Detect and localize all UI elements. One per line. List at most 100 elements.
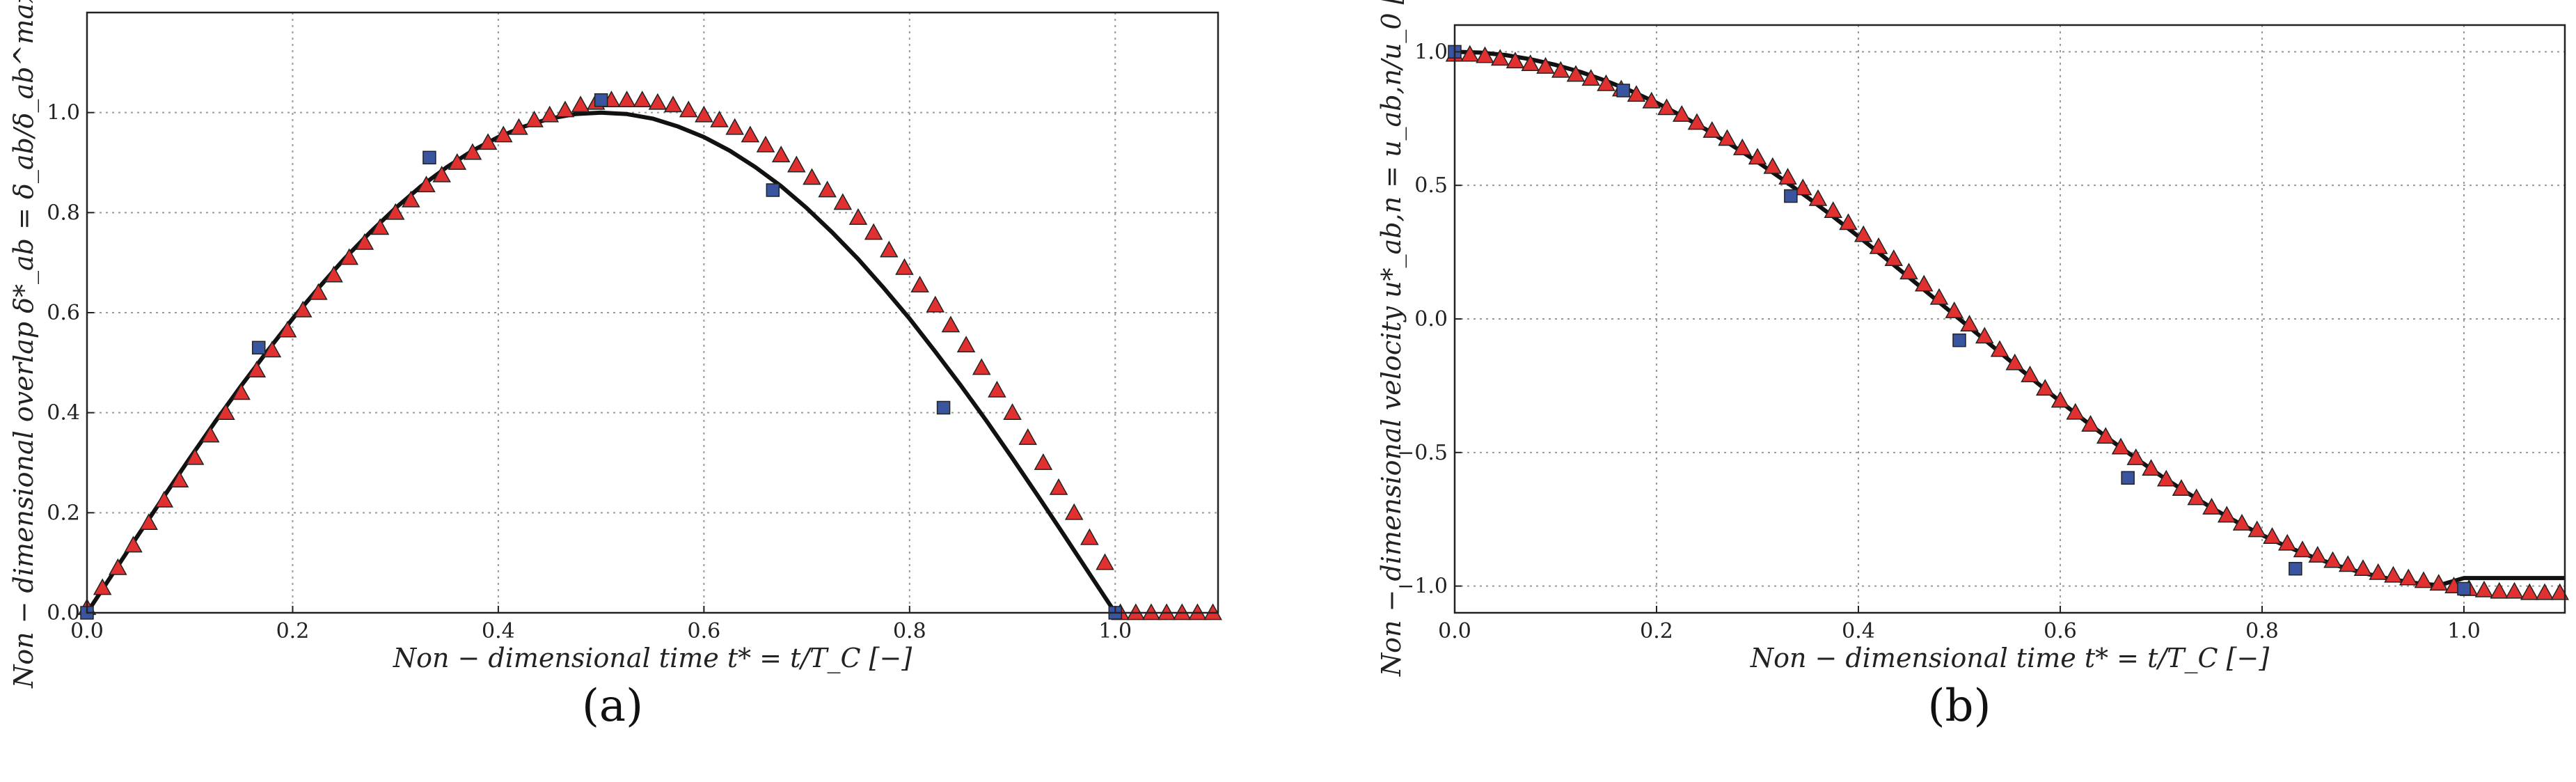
panel-b-series-line (1454, 49, 2565, 588)
panel-b-triangle-point-19 (1732, 138, 1752, 155)
panel-a-square-point-4 (766, 183, 780, 197)
panel-a-triangle-point-40 (695, 105, 713, 123)
panel-a-triangle-point-31 (555, 100, 575, 118)
panel-b-triangle-point-43 (2096, 427, 2115, 444)
panel-a-triangle-point-41 (710, 110, 729, 127)
panel-a-triangle-point-14 (293, 300, 313, 318)
panel-a-triangle-point-9 (216, 403, 235, 421)
panel-a-triangle-point-52 (879, 240, 899, 258)
panel-a-x-axis-label: Non − dimensional time t* = t/T_C [−] (393, 643, 912, 674)
panel-b-grid (1454, 25, 2565, 613)
panel-a-y-tick-label-0: 0.0 (47, 601, 80, 625)
panel-a-triangle-point-19 (370, 218, 390, 235)
panel-a-x-tick-label-0: 0.0 (70, 619, 104, 643)
panel-a-square-point-1 (251, 341, 266, 355)
panel-b-triangle-point-17 (1702, 120, 1722, 138)
panel-a-triangle-point-62 (1034, 453, 1053, 470)
panel-b-triangle-point-60 (2353, 559, 2373, 577)
panel-a-triangle-point-59 (988, 380, 1006, 398)
panel-b-triangle-point-32 (1929, 288, 1949, 305)
panel-a-triangle-point-44 (756, 135, 775, 153)
panel-b-triangle-point-16 (1687, 113, 1707, 130)
panel-b-triangle-point-35 (1975, 327, 1994, 344)
panel-a-triangle-point-12 (262, 341, 282, 358)
panel-b-triangle-point-27 (1854, 225, 1873, 242)
panel-b-triangle-point-72 (2535, 583, 2554, 600)
panel-a-triangle-point-38 (663, 95, 683, 113)
panel-b-ticks (1454, 51, 2465, 613)
panel-a-triangle-point-15 (309, 283, 328, 300)
panel-b-triangle-point-9 (1581, 69, 1601, 86)
panel-b-triangle-point-48 (2172, 479, 2191, 496)
panel-b-triangle-point-33 (1945, 301, 1964, 318)
panel-b-triangle-point-15 (1672, 104, 1691, 122)
panel-b-triangle-point-21 (1763, 157, 1783, 174)
panel-a-triangle-point-49 (833, 193, 853, 210)
panel-b-triangle-point-6 (1536, 56, 1555, 74)
panel-b-triangle-point-22 (1778, 168, 1797, 185)
panel-a-tick-labels: 0.0 0.2 0.4 0.6 0.8 1.0 0.0 0.2 0.4 0.6 0.8 1.0 (47, 101, 1132, 643)
panel-a-y-tick-label-1: 0.2 (47, 501, 80, 525)
panel-b-triangle-point-8 (1566, 65, 1586, 82)
panel-b-x-tick-label-4: 0.8 (2245, 619, 2279, 643)
panel-b-triangle-point-5 (1521, 54, 1540, 71)
panel-a-triangle-point-27 (494, 125, 513, 143)
panel-a-x-tick-label-3: 0.6 (688, 619, 721, 643)
panel-b-y-tick-label-0: −1.0 (1397, 574, 1448, 599)
panel-b-series-triangle (1445, 45, 2570, 600)
panel-b: 0.0 0.2 0.4 0.6 0.8 1.0 −1.0 −0.5 0.0 0.5 1.0 Non … (1376, 0, 2570, 732)
panel-b-square-point-5 (2289, 561, 2302, 576)
panel-a-triangle-point-45 (771, 146, 791, 163)
panel-b-triangle-point-47 (2156, 469, 2176, 487)
panel-b-triangle-point-2 (1476, 46, 1494, 63)
panel-b-triangle-point-45 (2126, 448, 2146, 465)
panel-a-triangle-point-26 (478, 133, 498, 150)
panel-a-triangle-point-42 (725, 118, 744, 135)
panel-a-triangle-point-50 (848, 208, 868, 225)
panel-a-triangle-point-39 (679, 100, 698, 118)
panel-b-x-tick-label-3: 0.6 (2044, 619, 2077, 643)
panel-a-series-triangle (77, 91, 1222, 620)
panel-a-y-tick-label-3: 0.6 (47, 301, 80, 325)
panel-a-triangle-point-57 (956, 336, 976, 353)
panel-b-triangle-point-20 (1748, 148, 1767, 165)
panel-a-triangle-point-11 (247, 361, 267, 377)
panel-b-triangle-point-25 (1824, 201, 1843, 218)
panel-b-frame (1453, 24, 2566, 614)
panel-a-y-tick-label-5: 1.0 (47, 101, 80, 125)
panel-b-y-axis-label: Non − dimensional velocity u*_ab,n = u_a… (1376, 0, 1407, 677)
panel-a-square-point-3 (594, 93, 608, 107)
panel-a-triangle-point-61 (1018, 428, 1037, 445)
panel-a-triangle-point-10 (232, 383, 251, 400)
panel-b-triangle-point-52 (2232, 513, 2252, 531)
panel-b-triangle-point-24 (1808, 189, 1828, 206)
panel-a-triangle-point-18 (355, 233, 374, 250)
panel-b-x-tick-label-0: 0.0 (1438, 619, 1471, 643)
panel-a-triangle-point-63 (1049, 478, 1068, 495)
panel-b-triangle-point-1 (1460, 45, 1480, 62)
panel-b-x-tick-label-2: 0.4 (1842, 619, 1875, 643)
panel-a-y-axis-label: Non − dimensional overlap δ*_ab = δ_ab/δ… (8, 0, 40, 689)
panel-b-analytical-curve (1454, 49, 2565, 588)
panel-a-triangle-point-56 (941, 315, 961, 333)
panel-a-triangle-point-51 (864, 223, 883, 240)
panel-b-triangle-point-71 (2520, 583, 2539, 600)
panel-a-triangle-point-6 (170, 471, 189, 487)
panel-b-triangle-point-46 (2142, 459, 2160, 476)
panel-a-triangle-point-47 (803, 168, 821, 185)
panel-a-triangle-point-7 (185, 448, 205, 465)
panel-a-triangle-point-54 (910, 275, 929, 292)
panel-b-triangle-point-51 (2217, 506, 2236, 523)
panel-a-x-tick-label-4: 0.8 (893, 619, 926, 643)
panel-b-triangle-point-58 (2323, 551, 2342, 568)
panel-b-triangle-point-36 (1990, 340, 2009, 357)
panel-a-x-tick-label-2: 0.4 (482, 619, 515, 643)
panel-a-triangle-point-53 (895, 258, 914, 275)
panel-b-triangle-point-62 (2384, 565, 2403, 583)
panel-b-triangle-point-44 (2111, 437, 2131, 455)
panel-a-series-square (80, 93, 1123, 620)
panel-b-triangle-point-14 (1657, 98, 1676, 116)
panel-a-y-tick-label-2: 0.4 (47, 401, 80, 425)
panel-b-y-tick-label-3: 0.5 (1414, 173, 1448, 198)
panel-b-triangle-point-39 (2035, 379, 2055, 396)
